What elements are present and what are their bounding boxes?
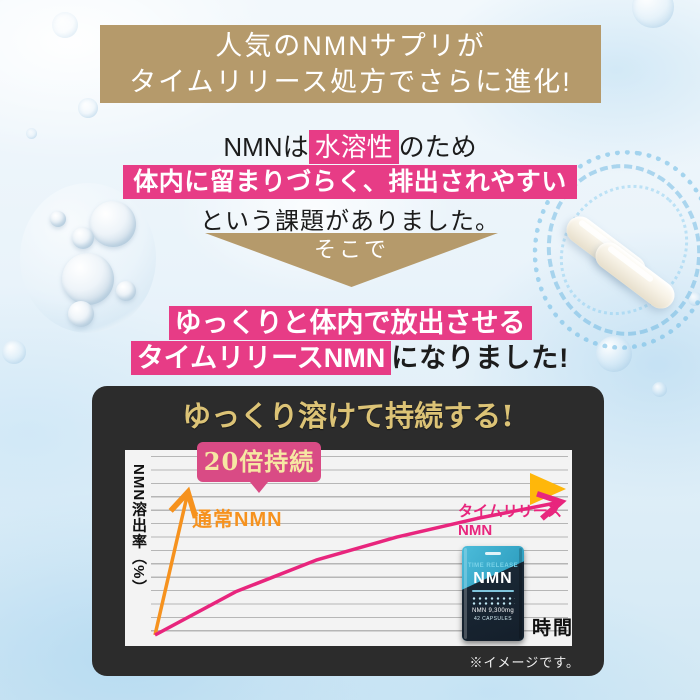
bubble-decoration (78, 98, 98, 118)
timerelease-label-line2: NMN (458, 521, 493, 539)
package-molecule-graphic (471, 596, 515, 605)
package-subtext-bar (472, 590, 514, 592)
timerelease-label-line1: タイムリリース (458, 503, 562, 520)
series-line-normal (153, 486, 198, 636)
package-gusset (464, 548, 467, 639)
duration-arrow-head (530, 473, 566, 505)
bubble-decoration (2, 340, 26, 364)
molecule-sphere (68, 301, 94, 327)
molecule-sphere (50, 211, 66, 227)
image-disclaimer-note: ※イメージです。 (469, 655, 580, 670)
duration-badge: 20倍持続 (197, 442, 321, 482)
problem-line3: という課題がありました。 (200, 208, 500, 235)
transition-label: そこで (313, 237, 389, 262)
bubble-decoration (26, 128, 37, 139)
problem-line1-pre: NMNは (223, 132, 309, 162)
headline-banner: 人気のNMNサプリが タイムリリース処方でさらに進化! (100, 25, 601, 103)
graph-panel: ゆっくり溶けて持続する! NMN溶出率（%） 20倍持続 通常NMN タイムリリ… (92, 386, 604, 676)
solution-line1: ゆっくりと体内で放出させる (0, 301, 700, 340)
problem-line1-highlight: 水溶性 (308, 130, 399, 164)
package-product-name: NMN (473, 570, 513, 587)
headline-line1: 人気のNMNサプリが (215, 31, 486, 61)
headline-line2: タイムリリース処方でさらに進化! (129, 67, 572, 98)
y-axis-label: NMN溶出率（%） (130, 464, 147, 596)
package-brand-logo (485, 552, 501, 555)
package-content: TIME RELEASE NMN NMN 9,300mg 42 CAPSULES (462, 546, 524, 641)
product-package-image: TIME RELEASE NMN NMN 9,300mg 42 CAPSULES (462, 546, 524, 641)
timerelease-nmn-label: タイムリリース NMN (458, 503, 564, 541)
package-gusset (519, 548, 522, 639)
solution-line1-highlight: ゆっくりと体内で放出させる (168, 306, 532, 340)
molecule-sphere (62, 253, 114, 305)
molecule-sphere (72, 227, 94, 249)
molecule-sphere (90, 201, 136, 247)
package-capsule-count: 42 CAPSULES (473, 616, 513, 622)
problem-line1: NMNは 水溶性 のため (0, 127, 700, 164)
x-axis-label: 時間 (532, 618, 575, 639)
series-line-timerelease (154, 491, 567, 637)
bubble-decoration (632, 0, 674, 28)
package-brand-line: TIME RELEASE (467, 563, 519, 569)
molecule-bubble-icon (20, 183, 156, 333)
molecule-sphere (116, 281, 136, 301)
problem-line2: 体内に留まりづらく、排出されやすい (0, 162, 700, 199)
bubble-decoration (52, 12, 78, 38)
normal-nmn-label: 通常NMN (192, 509, 283, 531)
solution-line2-highlight: タイムリリースNMN (130, 341, 392, 375)
package-amount: NMN 9,300mg (472, 608, 514, 614)
down-arrow-shape: そこで (205, 233, 498, 287)
solution-line2: タイムリリースNMN になりました! (0, 336, 700, 375)
problem-line1-post: のため (398, 132, 477, 162)
solution-line2-post: になりました! (391, 343, 570, 373)
graph-title: ゆっくり溶けて持続する! (182, 399, 514, 433)
problem-line2-highlight: 体内に留まりづらく、排出されやすい (123, 165, 577, 199)
bubble-decoration (652, 382, 667, 397)
